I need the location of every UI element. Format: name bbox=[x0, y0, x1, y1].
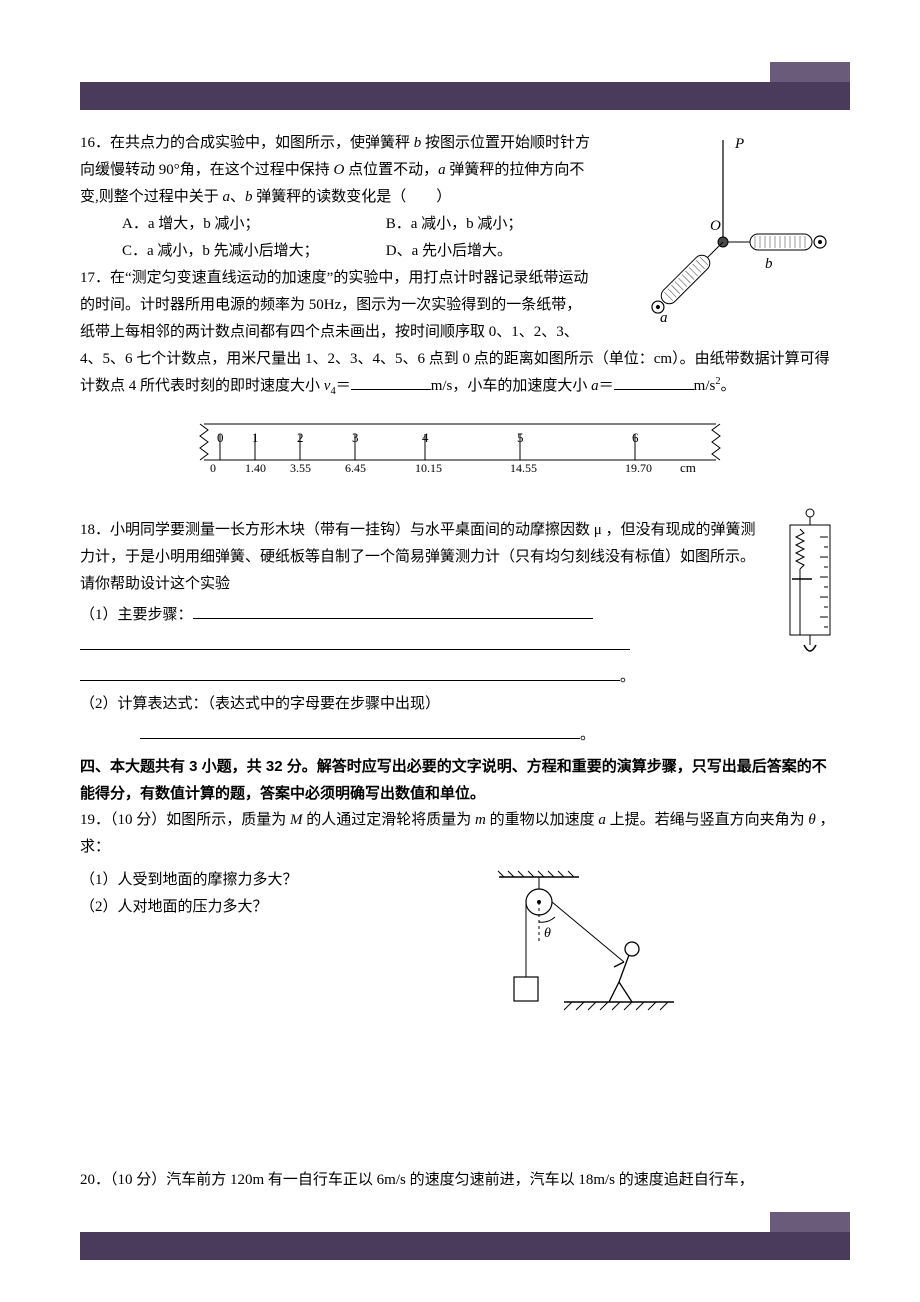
q19-stem: 19．（10 分）如图所示，质量为 M 的人通过定滑轮将质量为 m 的重物以加速… bbox=[80, 807, 840, 861]
q19-t4: 上提。若绳与竖直方向夹角为 bbox=[606, 812, 809, 828]
q19-sub2: （2）人对地面的压力多大？ bbox=[80, 894, 400, 921]
svg-text:4: 4 bbox=[422, 430, 429, 445]
q16-t1: 16．在共点力的合成实验中，如图所示，使弹簧秤 bbox=[80, 135, 414, 151]
svg-text:O: O bbox=[710, 218, 721, 234]
q19-a: a bbox=[598, 812, 606, 828]
header-main-bar bbox=[80, 82, 850, 110]
footer-accent-block bbox=[770, 1212, 850, 1232]
question-16: P O bbox=[80, 130, 840, 265]
q19-m: m bbox=[475, 812, 486, 828]
q19-t3: 的重物以加速度 bbox=[486, 812, 599, 828]
q17-eq1: ＝ bbox=[336, 378, 351, 394]
q19-t1: 19．（10 分）如图所示，质量为 bbox=[80, 812, 290, 828]
q20-text: 20．（10 分）汽车前方 120m 有一自行车正以 6m/s 的速度匀速前进，… bbox=[80, 1167, 840, 1194]
q16-var-a1: a bbox=[438, 162, 446, 178]
q18-blank4 bbox=[140, 718, 580, 739]
svg-text:2: 2 bbox=[297, 430, 304, 445]
svg-text:19.70: 19.70 bbox=[625, 461, 652, 475]
page-header-decoration bbox=[0, 0, 920, 115]
q17-tape-diagram: 0 0 1 1.40 2 3.55 3 6.45 4 10.15 5 14.55 6 19.70 cm bbox=[80, 422, 840, 492]
svg-text:10.15: 10.15 bbox=[415, 461, 442, 475]
q18-blank2 bbox=[80, 629, 630, 650]
svg-text:0: 0 bbox=[210, 461, 216, 475]
svg-text:1.40: 1.40 bbox=[245, 461, 266, 475]
section-4-heading: 四、本大题共有 3 小题，共 32 分。解答时应写出必要的文字说明、方程和重要的… bbox=[80, 753, 840, 807]
q19-M: M bbox=[290, 812, 303, 828]
svg-text:cm: cm bbox=[680, 460, 696, 475]
svg-text:5: 5 bbox=[517, 430, 524, 445]
q18-step1-label: （1）主要步骤： bbox=[80, 607, 193, 623]
q18-blank3 bbox=[80, 660, 620, 681]
svg-text:θ: θ bbox=[544, 926, 551, 941]
q18-intro: 18．小明同学要测量一长方形木块（带有一挂钩）与水平桌面间的动摩擦因数 μ ，但… bbox=[80, 517, 840, 598]
q18-period1: 。 bbox=[620, 669, 635, 685]
question-18: 18．小明同学要测量一长方形木块（带有一挂钩）与水平桌面间的动摩擦因数 μ ，但… bbox=[80, 517, 840, 749]
q19-t2: 的人通过定滑轮将质量为 bbox=[303, 812, 476, 828]
q16-var-b2: b bbox=[245, 189, 253, 205]
svg-text:0: 0 bbox=[217, 430, 224, 445]
header-accent-block bbox=[770, 62, 850, 82]
q19-theta: θ bbox=[808, 812, 815, 828]
q16-diagram: P O bbox=[605, 130, 840, 340]
q17-a: a bbox=[591, 378, 599, 394]
q16-opt-A: A．a 增大，b 减小； bbox=[122, 211, 382, 238]
question-19: 19．（10 分）如图所示，质量为 M 的人通过定滑轮将质量为 m 的重物以加速… bbox=[80, 807, 840, 1037]
q17-unita: m/s bbox=[694, 378, 716, 394]
q16-t6: 弹簧秤的读数变化是（ ） bbox=[253, 189, 452, 205]
q16-var-a2: a bbox=[223, 189, 231, 205]
footer-main-bar bbox=[80, 1232, 850, 1260]
page-content: P O bbox=[80, 130, 840, 1194]
q19-body: （1）人受到地面的摩擦力多大？ （2）人对地面的压力多大？ bbox=[80, 867, 840, 1037]
svg-text:3: 3 bbox=[352, 430, 359, 445]
q17-eq2: ＝ bbox=[599, 378, 614, 394]
q19-sub1: （1）人受到地面的摩擦力多大？ bbox=[80, 867, 400, 894]
svg-text:6.45: 6.45 bbox=[345, 461, 366, 475]
q17-period: 。 bbox=[721, 378, 736, 394]
q18-blank1 bbox=[193, 598, 593, 619]
q16-opt-D: D、a 先小后增大。 bbox=[386, 238, 512, 265]
q16-var-O: O bbox=[334, 162, 345, 178]
svg-text:P: P bbox=[734, 136, 744, 152]
svg-text:14.55: 14.55 bbox=[510, 461, 537, 475]
question-20: 20．（10 分）汽车前方 120m 有一自行车正以 6m/s 的速度匀速前进，… bbox=[80, 1167, 840, 1194]
svg-text:b: b bbox=[765, 256, 773, 272]
svg-text:a: a bbox=[660, 310, 668, 326]
q18-step2-label: （2）计算表达式：（表达式中的字母要在步骤中出现） bbox=[80, 691, 840, 718]
q16-opt-B: B．a 减小，b 减小； bbox=[386, 211, 523, 238]
q16-opt-C: C．a 减小，b 先减小后增大； bbox=[122, 238, 382, 265]
q17-blank-v bbox=[351, 375, 431, 390]
q18-period2: 。 bbox=[580, 727, 595, 743]
q17-unitv: m/s，小车的加速度大小 bbox=[431, 378, 591, 394]
q16-t3: 点位置不动， bbox=[344, 162, 438, 178]
svg-text:1: 1 bbox=[252, 430, 259, 445]
svg-text:6: 6 bbox=[632, 430, 639, 445]
q18-step1: （1）主要步骤： bbox=[80, 598, 840, 629]
svg-text:3.55: 3.55 bbox=[290, 461, 311, 475]
q19-diagram: θ bbox=[464, 867, 684, 1037]
q18-diagram bbox=[780, 507, 840, 667]
q16-t5: 、 bbox=[230, 189, 245, 205]
q17-blank-a bbox=[614, 375, 694, 390]
